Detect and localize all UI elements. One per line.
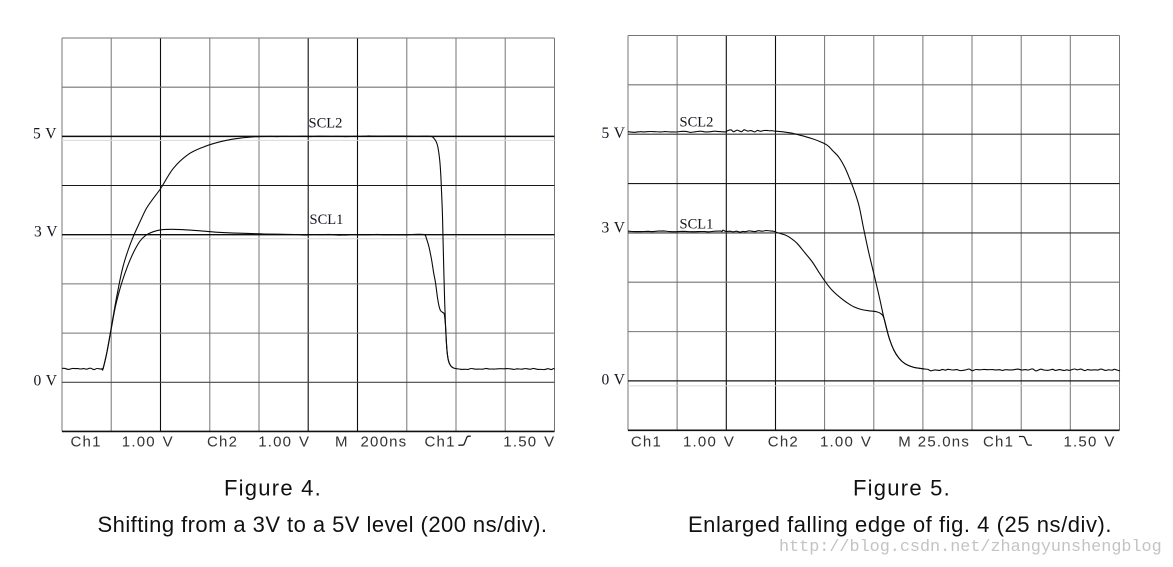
svg-text:1.50 V: 1.50 V [503, 434, 555, 451]
svg-text:1.00 V: 1.00 V [258, 434, 310, 451]
svg-text:SCL2: SCL2 [309, 116, 343, 132]
svg-text:5 V: 5 V [33, 126, 57, 143]
svg-text:25.0ns: 25.0ns [918, 434, 970, 451]
svg-text:Figure 5.: Figure 5. [853, 475, 951, 500]
svg-text:Ch1: Ch1 [983, 434, 1014, 451]
svg-text:0 V: 0 V [601, 371, 625, 388]
svg-text:SCL1: SCL1 [310, 212, 344, 228]
svg-text:1.00 V: 1.00 V [820, 434, 872, 451]
svg-text:Figure 4.: Figure 4. [224, 475, 322, 500]
svg-text:1.50 V: 1.50 V [1064, 434, 1116, 451]
svg-text:SCL1: SCL1 [680, 216, 714, 232]
svg-text:M: M [335, 434, 349, 451]
svg-text:3 V: 3 V [34, 223, 58, 240]
svg-text:Ch1: Ch1 [631, 434, 662, 451]
svg-text:Ch1: Ch1 [425, 434, 456, 451]
svg-text:1.00 V: 1.00 V [683, 434, 735, 451]
svg-text:SCL2: SCL2 [680, 114, 714, 130]
svg-text:http://blog.csdn.net/zhangyuns: http://blog.csdn.net/zhangyunshengblog [779, 538, 1162, 557]
svg-text:Ch1: Ch1 [71, 434, 102, 451]
svg-text:0 V: 0 V [33, 372, 57, 389]
svg-text:Ch2: Ch2 [768, 434, 799, 451]
svg-text:3 V: 3 V [601, 220, 625, 237]
svg-text:Shifting from a 3V to a 5V lev: Shifting from a 3V to a 5V level (200 ns… [98, 512, 548, 537]
svg-text:5 V: 5 V [601, 125, 625, 142]
svg-text:200ns: 200ns [361, 434, 408, 451]
svg-text:M: M [898, 434, 912, 451]
svg-text:Ch2: Ch2 [207, 434, 238, 451]
svg-text:1.00 V: 1.00 V [122, 434, 174, 451]
svg-text:Enlarged falling edge of fig.: Enlarged falling edge of fig. 4 (25 ns/d… [688, 512, 1112, 537]
